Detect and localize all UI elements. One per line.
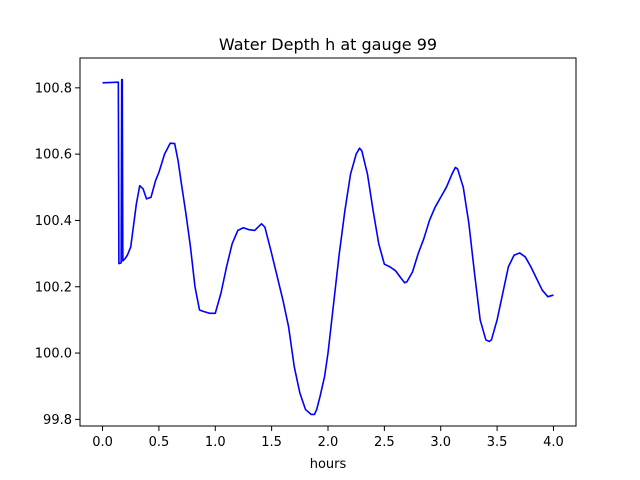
y-tick-label: 100.6: [35, 148, 72, 163]
y-tick-label: 99.8: [43, 413, 72, 428]
x-tick-label: 3.0: [430, 435, 451, 450]
series-layer: [102, 78, 554, 416]
y-tick-label: 100.0: [35, 347, 72, 362]
y-axis: 99.8 100.0 100.2 100.4 100.6 100.8: [35, 81, 80, 428]
x-tick-label: 2.5: [374, 435, 395, 450]
y-tick-label: 100.4: [35, 214, 72, 229]
x-axis: 0.0 0.5 1.0 1.5 2.0 2.5 3.0 3.5 4.0: [92, 426, 564, 450]
series-line-0: [102, 78, 554, 416]
y-tick-label: 100.2: [35, 280, 72, 295]
x-tick-label: 1.5: [261, 435, 282, 450]
plot-area: [102, 78, 554, 416]
x-tick-label: 4.0: [543, 435, 564, 450]
x-tick-label: 3.5: [487, 435, 508, 450]
x-axis-label: hours: [310, 457, 347, 472]
x-tick-label: 2.0: [318, 435, 339, 450]
x-tick-label: 0.0: [92, 435, 113, 450]
chart-title: Water Depth h at gauge 99: [219, 35, 437, 54]
x-tick-label: 0.5: [149, 435, 170, 450]
x-tick-label: 1.0: [205, 435, 226, 450]
y-tick-label: 100.8: [35, 81, 72, 96]
